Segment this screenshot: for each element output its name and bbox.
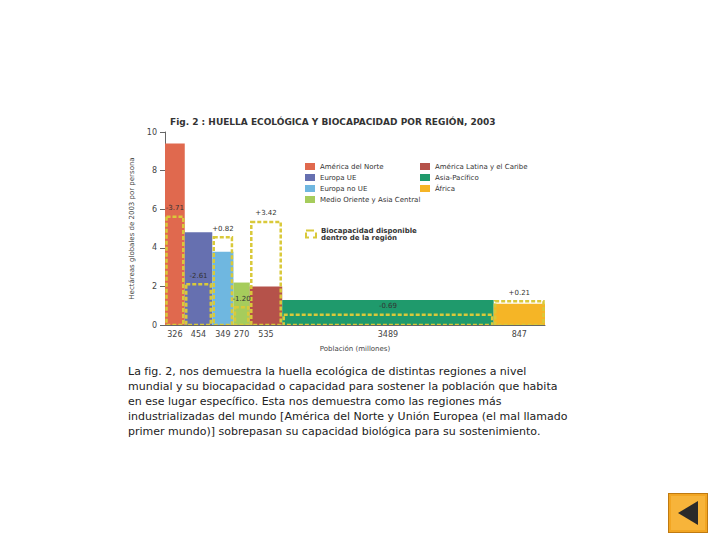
svg-text:Medio Oriente y Asia Central: Medio Oriente y Asia Central (320, 196, 420, 204)
svg-text:Asia-Pacífico: Asia-Pacífico (435, 174, 479, 182)
svg-text:0: 0 (152, 321, 157, 330)
svg-text:8: 8 (152, 166, 157, 175)
svg-text:América del Norte: América del Norte (320, 163, 383, 171)
svg-text:África: África (435, 184, 455, 193)
svg-text:dentro de la región: dentro de la región (321, 234, 397, 242)
svg-text:454: 454 (191, 330, 206, 339)
svg-text:+0.82: +0.82 (212, 225, 233, 233)
svg-text:10: 10 (147, 128, 157, 137)
svg-text:-3.71: -3.71 (166, 204, 184, 212)
svg-text:3489: 3489 (378, 330, 398, 339)
svg-text:-0.69: -0.69 (379, 302, 397, 310)
svg-text:326: 326 (167, 330, 182, 339)
svg-text:+3.42: +3.42 (255, 209, 276, 217)
svg-text:-1.20: -1.20 (233, 295, 251, 303)
svg-text:6: 6 (152, 205, 157, 214)
svg-text:Europa no UE: Europa no UE (320, 185, 367, 193)
svg-text:4: 4 (152, 243, 157, 252)
svg-text:Europa UE: Europa UE (320, 174, 356, 182)
svg-text:Fig. 2 : HUELLA ECOLÓGICA Y BI: Fig. 2 : HUELLA ECOLÓGICA Y BIOCAPACIDAD… (170, 116, 496, 127)
svg-text:+0.21: +0.21 (509, 289, 530, 297)
html-text:La fig. 2, nos demuestra la hu: La fig. 2, nos demuestra la huella ecoló… (128, 365, 568, 438)
svg-text:535: 535 (258, 330, 273, 339)
svg-text:Biocapacidad disponible: Biocapacidad disponible (321, 226, 420, 235)
svg-text:Hectáreas globales de 2003 por: Hectáreas globales de 2003 por persona (128, 157, 136, 299)
svg-text:847: 847 (512, 330, 527, 339)
svg-text:América Latina y el Caribe: América Latina y el Caribe (435, 163, 528, 171)
svg-text:2: 2 (152, 282, 157, 291)
svg-text:270: 270 (234, 330, 249, 339)
svg-text:Población (millones): Población (millones) (320, 345, 391, 353)
svg-text:349: 349 (215, 330, 230, 339)
svg-text:-2.61: -2.61 (189, 272, 207, 280)
